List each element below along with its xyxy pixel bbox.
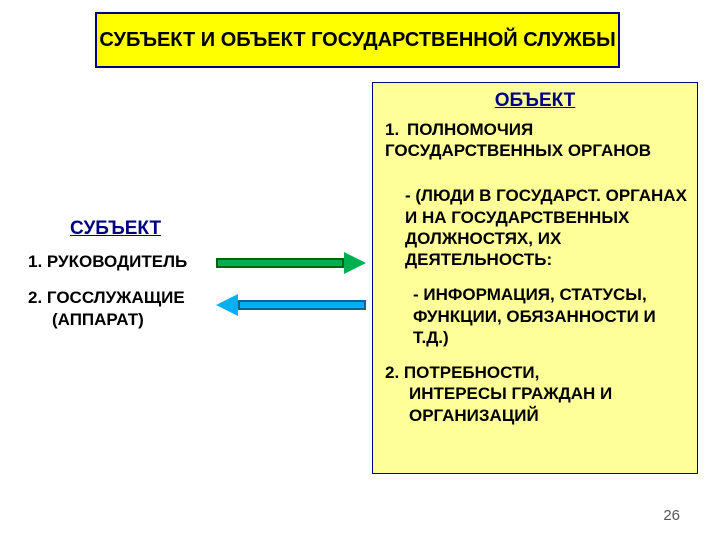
object-item-2-line1: 2. ПОТРЕБНОСТИ, [385,363,539,382]
object-box: ОБЪЕКТ 1.ПОЛНОМОЧИЯ ГОСУДАРСТВЕННЫХ ОРГА… [372,82,698,474]
arrow-right-shaft [216,258,344,268]
subject-item-2: 2. ГОССЛУЖАЩИЕ [28,288,185,308]
title-box: СУБЪЕКТ И ОБЪЕКТ ГОСУДАРСТВЕННОЙ СЛУЖБЫ [95,12,620,68]
subject-item-2-paren: (АППАРАТ) [52,310,144,330]
title-text: СУБЪЕКТ И ОБЪЕКТ ГОСУДАРСТВЕННОЙ СЛУЖБЫ [99,28,615,52]
arrow-left-shaft [238,300,366,310]
object-item-1: 1.ПОЛНОМОЧИЯ ГОСУДАРСТВЕННЫХ ОРГАНОВ [385,119,687,162]
object-item-2-line2: ИНТЕРЕСЫ ГРАЖДАН И ОРГАНИЗАЦИЙ [409,383,687,426]
object-sub-2: - ИНФОРМАЦИЯ, СТАТУСЫ, ФУНКЦИИ, ОБЯЗАННО… [413,284,687,348]
page-number: 26 [663,507,680,524]
arrow-right-head [344,252,366,274]
arrow-left [216,296,366,314]
arrow-left-head [216,294,238,316]
arrow-right [216,254,366,272]
object-item-1-text: ПОЛНОМОЧИЯ ГОСУДАРСТВЕННЫХ ОРГАНОВ [385,120,651,160]
object-item-2: 2. ПОТРЕБНОСТИ, ИНТЕРЕСЫ ГРАЖДАН И ОРГАН… [385,362,687,426]
object-sub-1: - (ЛЮДИ В ГОСУДАРСТ. ОРГАНАХ И НА ГОСУДА… [405,185,687,270]
subject-item-1: 1. РУКОВОДИТЕЛЬ [28,252,187,272]
object-heading: ОБЪЕКТ [383,89,687,113]
subject-heading: СУБЪЕКТ [70,218,161,240]
object-item-1-num: 1. [385,119,407,140]
